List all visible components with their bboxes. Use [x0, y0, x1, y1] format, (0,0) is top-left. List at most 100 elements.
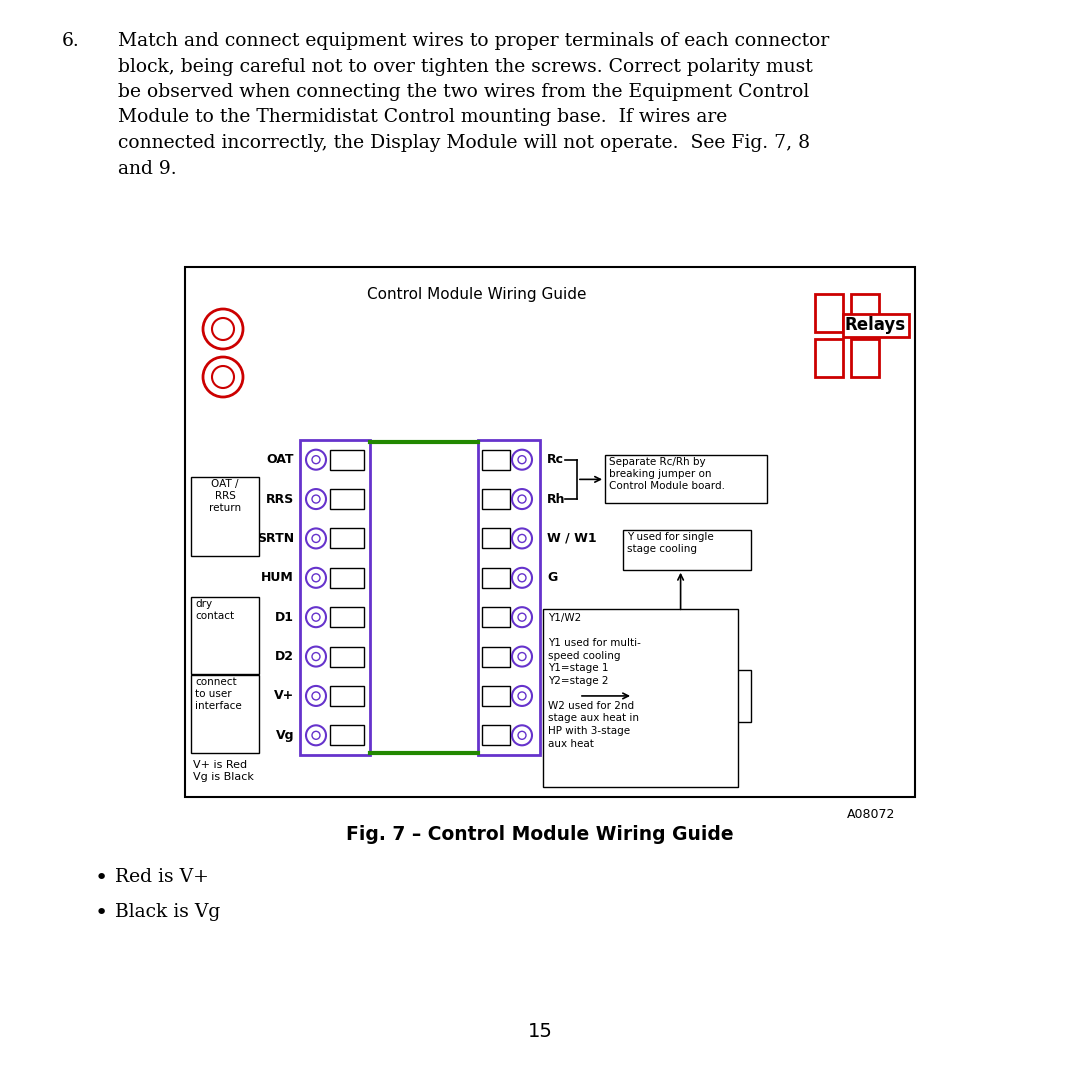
- Bar: [482, 568, 510, 588]
- Bar: [330, 489, 364, 509]
- Circle shape: [312, 535, 320, 542]
- Text: W2 used for
second  stage
furnace: W2 used for second stage furnace: [637, 672, 710, 706]
- Text: OAT /
RRS
return: OAT / RRS return: [208, 480, 241, 513]
- Text: OAT: OAT: [267, 454, 294, 467]
- Bar: [330, 607, 364, 627]
- Text: V+: V+: [273, 689, 294, 702]
- Text: D2: D2: [275, 650, 294, 663]
- Circle shape: [306, 607, 326, 627]
- Text: HUM: HUM: [261, 571, 294, 584]
- Text: W / W1: W / W1: [546, 532, 596, 545]
- Bar: [815, 339, 843, 377]
- Circle shape: [518, 731, 526, 740]
- Circle shape: [306, 726, 326, 745]
- Circle shape: [306, 686, 326, 706]
- Text: dry
contact: dry contact: [195, 598, 234, 621]
- Bar: [191, 675, 259, 753]
- Circle shape: [518, 613, 526, 621]
- Bar: [300, 440, 370, 755]
- Bar: [482, 647, 510, 666]
- Circle shape: [312, 692, 320, 700]
- Bar: [330, 726, 364, 745]
- Text: Relays: Relays: [845, 316, 906, 334]
- Text: block, being careful not to over tighten the screws. Correct polarity must: block, being careful not to over tighten…: [118, 57, 813, 76]
- Circle shape: [312, 495, 320, 503]
- Text: connected incorrectly, the Display Module will not operate.  See Fig. 7, 8: connected incorrectly, the Display Modul…: [118, 134, 810, 152]
- Bar: [330, 686, 364, 706]
- Text: G: G: [546, 571, 557, 584]
- Text: •: •: [95, 868, 108, 888]
- Bar: [851, 294, 879, 332]
- Bar: [543, 609, 738, 787]
- Text: Y1/W2: Y1/W2: [546, 771, 592, 784]
- Text: RRS: RRS: [266, 492, 294, 505]
- Circle shape: [518, 692, 526, 700]
- Text: Y/Y2: Y/Y2: [546, 610, 579, 623]
- Text: Black is Vg: Black is Vg: [114, 903, 220, 921]
- Bar: [191, 477, 259, 556]
- Circle shape: [312, 731, 320, 740]
- Bar: [478, 440, 540, 755]
- Circle shape: [512, 489, 532, 509]
- Bar: [330, 647, 364, 666]
- Text: Y1/W2

Y1 used for multi-
speed cooling
Y1=stage 1
Y2=stage 2

W2 used for 2nd
s: Y1/W2 Y1 used for multi- speed cooling Y…: [548, 613, 640, 748]
- Text: Fig. 7 – Control Module Wiring Guide: Fig. 7 – Control Module Wiring Guide: [347, 825, 733, 843]
- Circle shape: [512, 686, 532, 706]
- Text: Separate Rc/Rh by
breaking jumper on
Control Module board.: Separate Rc/Rh by breaking jumper on Con…: [609, 457, 725, 491]
- Text: and 9.: and 9.: [118, 160, 177, 177]
- Circle shape: [306, 489, 326, 509]
- Circle shape: [518, 573, 526, 582]
- Bar: [330, 568, 364, 588]
- Circle shape: [512, 647, 532, 666]
- Bar: [482, 607, 510, 627]
- Text: Control Module Wiring Guide: Control Module Wiring Guide: [367, 287, 586, 302]
- Circle shape: [312, 456, 320, 463]
- Bar: [482, 726, 510, 745]
- Text: SRTN: SRTN: [257, 532, 294, 545]
- Circle shape: [312, 652, 320, 661]
- Text: 15: 15: [527, 1022, 553, 1041]
- Circle shape: [512, 568, 532, 588]
- Text: be observed when connecting the two wires from the Equipment Control: be observed when connecting the two wire…: [118, 83, 809, 102]
- Circle shape: [512, 726, 532, 745]
- Bar: [330, 528, 364, 549]
- Circle shape: [203, 357, 243, 397]
- Circle shape: [306, 528, 326, 549]
- Text: Module to the Thermidistat Control mounting base.  If wires are: Module to the Thermidistat Control mount…: [118, 108, 727, 126]
- Bar: [605, 456, 767, 503]
- Bar: [330, 449, 364, 470]
- Circle shape: [306, 568, 326, 588]
- Circle shape: [312, 573, 320, 582]
- Text: •: •: [95, 903, 108, 923]
- Text: Rh: Rh: [546, 492, 566, 505]
- Text: Rc: Rc: [546, 454, 564, 467]
- Circle shape: [212, 318, 234, 340]
- Bar: [185, 267, 915, 797]
- Circle shape: [518, 652, 526, 661]
- Circle shape: [306, 449, 326, 470]
- Text: Match and connect equipment wires to proper terminals of each connector: Match and connect equipment wires to pro…: [118, 32, 829, 50]
- Text: V+ is Red
Vg is Black: V+ is Red Vg is Black: [193, 760, 254, 782]
- Circle shape: [212, 366, 234, 388]
- Text: A08072: A08072: [847, 808, 895, 821]
- Text: Vg: Vg: [275, 729, 294, 742]
- Text: 6.: 6.: [62, 32, 80, 50]
- Bar: [482, 686, 510, 706]
- Circle shape: [312, 613, 320, 621]
- Circle shape: [512, 607, 532, 627]
- Bar: [482, 449, 510, 470]
- Bar: [633, 670, 751, 721]
- Text: D1: D1: [275, 610, 294, 623]
- Circle shape: [518, 456, 526, 463]
- Bar: [851, 339, 879, 377]
- Circle shape: [512, 449, 532, 470]
- Bar: [482, 489, 510, 509]
- Circle shape: [518, 495, 526, 503]
- Circle shape: [512, 528, 532, 549]
- Text: C: C: [546, 650, 556, 663]
- Circle shape: [518, 535, 526, 542]
- Bar: [191, 597, 259, 674]
- Text: Red is V+: Red is V+: [114, 868, 208, 886]
- Circle shape: [203, 309, 243, 349]
- Bar: [815, 294, 843, 332]
